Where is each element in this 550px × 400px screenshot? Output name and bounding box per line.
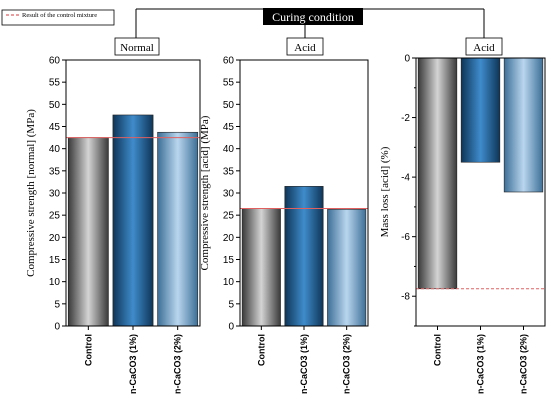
- y-tick-label: 30: [49, 189, 61, 200]
- bar-control: [67, 137, 109, 327]
- y-tick-label: 0: [228, 322, 234, 333]
- x-category-label: Control: [83, 334, 93, 366]
- x-category-label: n-CaCO3 (2%): [519, 334, 529, 394]
- x-category-label: Control: [256, 334, 266, 366]
- panel-label-1-text: Acid: [294, 42, 316, 54]
- y-tick-label: 30: [223, 189, 235, 200]
- y-tick-label: 5: [54, 299, 60, 310]
- panel-label-0: Normal: [114, 37, 160, 56]
- panel-label-2: Acid: [465, 37, 503, 56]
- y-tick-label: -8: [401, 292, 410, 303]
- panel-normal-strength: 0 5 10 15 20 25 30 35 40 45 50 55 60 Compressive stre…: [25, 56, 201, 394]
- x-category-label: n-CaCO3 (1%): [128, 334, 138, 394]
- y-tick-label: 55: [49, 78, 61, 89]
- y-tick-label: 60: [49, 56, 61, 67]
- y-tick-label: 40: [49, 144, 61, 155]
- x-category-label: n-CaCO3 (1%): [299, 334, 309, 394]
- bar-nc2: [503, 57, 544, 193]
- y-tick-label: 15: [49, 255, 61, 266]
- y-tick-label: 40: [223, 144, 235, 155]
- y-axis-label: Compressive strength [normal] (MPa): [25, 109, 37, 277]
- x-category-label: n-CaCO3 (2%): [173, 334, 183, 394]
- y-tick-label: -6: [401, 232, 410, 243]
- y-tick-label: 60: [223, 56, 235, 67]
- y-tick-label: 20: [49, 233, 61, 244]
- y-tick-label: 0: [404, 54, 410, 65]
- y-tick-label: 35: [49, 166, 61, 177]
- y-tick-label: 35: [223, 166, 235, 177]
- bar-nc2: [327, 209, 367, 327]
- y-tick-label: 10: [223, 277, 235, 288]
- y-tick-label: 50: [223, 100, 235, 111]
- header-title: Curing condition: [272, 10, 354, 24]
- panel-label-1: Acid: [286, 37, 324, 56]
- y-tick-label: 55: [223, 78, 235, 89]
- panel-label-0-text: Normal: [120, 42, 154, 54]
- legend: Result of the control mixture: [1, 9, 115, 26]
- header-box: Curing condition: [263, 8, 363, 25]
- bar-control: [417, 57, 458, 290]
- legend-label: Result of the control mixture: [22, 12, 97, 19]
- y-axis-label: Compressive strength [acid] (MPa): [199, 115, 211, 270]
- y-tick-label: 5: [228, 299, 234, 310]
- panel-acid-mass-loss: 0 -2 -4 -6 -8 Mass loss [acid] (%) Control n-Ca…: [379, 54, 546, 394]
- x-category-label: n-CaCO3 (2%): [342, 334, 352, 394]
- y-tick-label: -2: [401, 113, 410, 124]
- x-category-label: n-CaCO3 (1%): [476, 334, 486, 394]
- panel-acid-strength: 0 5 10 15 20 25 30 35 40 45 50 55 60 Compressive stre…: [199, 56, 369, 394]
- y-tick-label: 25: [49, 211, 61, 222]
- bar-nc1: [460, 57, 501, 163]
- y-tick-label: 15: [223, 255, 235, 266]
- bar-nc2: [157, 131, 199, 327]
- y-tick-label: 25: [223, 211, 235, 222]
- y-tick-label: 50: [49, 100, 61, 111]
- bar-nc1: [112, 114, 154, 327]
- bar-nc1: [284, 186, 324, 327]
- y-tick-label: 20: [223, 233, 235, 244]
- x-category-label: Control: [433, 334, 443, 366]
- panel-label-2-text: Acid: [473, 42, 495, 54]
- y-tick-label: -4: [401, 173, 410, 184]
- y-tick-label: 45: [49, 122, 61, 133]
- y-axis-label: Mass loss [acid] (%): [379, 146, 391, 237]
- y-tick-label: 45: [223, 122, 235, 133]
- bar-control: [241, 208, 281, 327]
- y-tick-label: 0: [54, 322, 60, 333]
- y-tick-label: 10: [49, 277, 61, 288]
